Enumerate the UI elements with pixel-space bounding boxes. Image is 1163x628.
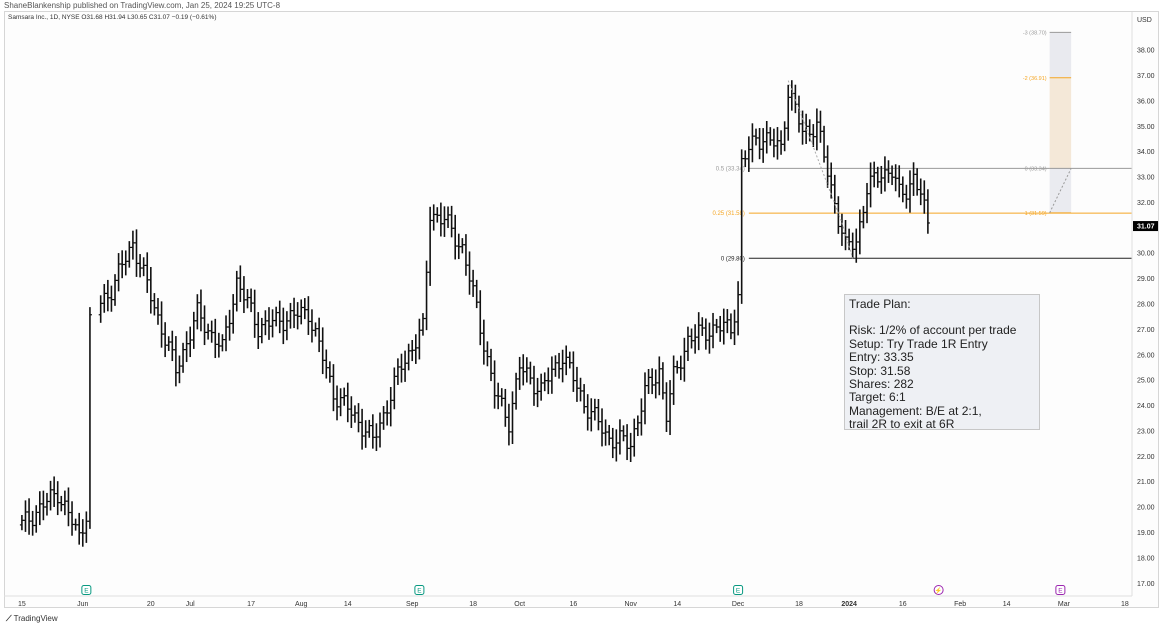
time-tick-label: 16: [899, 601, 907, 608]
earnings-marker-glyph: E: [84, 588, 89, 595]
projection-zone-upper: [1049, 32, 1072, 78]
price-tick-label: 17.00: [1137, 581, 1155, 588]
projection-level-label: 0 (33.34): [1025, 166, 1047, 172]
trade-projection-layer: -3 (38.70) -2 (36.91) 0 (33.34) 1 (31.59): [1023, 30, 1072, 217]
time-tick-label: 16: [569, 601, 577, 608]
price-tick-label: 33.00: [1137, 175, 1155, 182]
fib-level-label: 0 (29.80): [721, 256, 745, 262]
time-tick-label: Jun: [77, 601, 88, 608]
earnings-marker-glyph: E: [417, 588, 422, 595]
ticker-info: Samsara Inc., 1D, NYSE O31.68 H31.94 L30…: [8, 14, 217, 21]
time-tick-label: 14: [673, 601, 681, 608]
event-markers: E E E ⚡ E: [81, 585, 1066, 595]
projection-level-label: -3 (38.70): [1023, 30, 1047, 36]
price-tick-label: 37.00: [1137, 73, 1155, 80]
trade-plan-line: Stop: 31.58: [849, 363, 911, 378]
time-axis: 15 Jun 20 Jul 17 Aug 14 Sep 18 Oct 16 Nov 14 Dec 18 202…: [4, 595, 1132, 608]
projection-diagonal: [1049, 168, 1072, 214]
time-tick-label: 17: [247, 601, 255, 608]
price-tick-label: 18.00: [1137, 555, 1155, 562]
time-tick-label: Oct: [514, 601, 525, 608]
time-tick-label: Feb: [954, 601, 966, 608]
time-tick-label: Aug: [295, 601, 308, 608]
price-tick-label: 29.00: [1137, 276, 1155, 283]
tradingview-brand-text: TradingView: [13, 614, 58, 623]
time-tick-label: 2024: [841, 601, 857, 608]
price-tick-label: 23.00: [1137, 428, 1155, 435]
price-tick-label: 30.00: [1137, 251, 1155, 258]
price-axis: USD 17.00 18.00 19.00 20.00 21.00 22.00 23.00 24…: [1131, 12, 1158, 596]
price-tick-label: 21.00: [1137, 479, 1155, 486]
time-tick-label: 14: [1003, 601, 1011, 608]
time-tick-label: Jul: [186, 601, 195, 608]
trade-plan-line: Shares: 282: [849, 377, 914, 392]
fib-level-label: 0.5 (33.34): [716, 166, 745, 172]
price-tick-label: 24.00: [1137, 403, 1155, 410]
earnings-marker-glyph: E: [736, 588, 741, 595]
price-tick-label: 36.00: [1137, 98, 1155, 105]
price-tick-label: 25.00: [1137, 378, 1155, 385]
trade-plan-line: Entry: 33.35: [849, 350, 914, 365]
earnings-marker-icon: [1055, 585, 1066, 595]
time-tick-label: 18: [1121, 601, 1129, 608]
time-tick-label: Nov: [624, 601, 637, 608]
price-tick-label: 35.00: [1137, 124, 1155, 131]
trade-plan-note[interactable]: Trade Plan: Risk: 1/2% of account per tr…: [844, 294, 1040, 432]
earnings-marker-glyph: E: [1058, 588, 1063, 595]
price-tick-label: 19.00: [1137, 530, 1155, 537]
price-tick-label: 28.00: [1137, 302, 1155, 309]
publisher-line: ShaneBlankenship published on TradingVie…: [4, 1, 281, 10]
price-tick-label: 34.00: [1137, 149, 1155, 156]
time-tick-label: 14: [344, 601, 352, 608]
trend-drawing-line: [787, 80, 843, 223]
time-tick-label: 18: [795, 601, 803, 608]
currency-label: USD: [1137, 17, 1152, 24]
dividend-marker-glyph: ⚡: [935, 587, 942, 595]
earnings-marker-icon: [733, 585, 744, 595]
time-tick-label: 18: [469, 601, 477, 608]
price-tick-label: 32.00: [1137, 200, 1155, 207]
fib-level-label: 0.25 (31.58): [712, 211, 744, 217]
trade-plan-title: Trade Plan:: [849, 297, 911, 311]
projection-zone-target: [1049, 77, 1072, 169]
ohlc-bars-layer: [19, 80, 930, 547]
time-tick-label: Mar: [1058, 601, 1071, 608]
trade-plan-line: trail 2R to exit at 6R: [849, 417, 955, 432]
tradingview-logo[interactable]: ⟋ TradingView: [6, 614, 58, 624]
price-tick-label: 22.00: [1137, 454, 1155, 461]
price-tick-label: 27.00: [1137, 327, 1155, 334]
price-tick-label: 20.00: [1137, 505, 1155, 512]
dividend-marker-icon: [933, 585, 944, 595]
price-tick-label: 26.00: [1137, 352, 1155, 359]
projection-level-label: -2 (36.91): [1023, 76, 1047, 82]
trade-plan-line: Target: 6:1: [849, 390, 906, 405]
earnings-marker-icon: [81, 585, 92, 595]
price-tick-label: 38.00: [1137, 48, 1155, 55]
projection-level-label: 1 (31.59): [1025, 211, 1047, 217]
trend-drawing-line: [841, 222, 854, 259]
trade-plan-line: Risk: 1/2% of account per trade: [849, 323, 1017, 338]
time-tick-label: Dec: [732, 601, 745, 608]
tradingview-logo-icon: ⟋: [6, 614, 12, 623]
last-price-badge: [1133, 221, 1158, 232]
trade-plan-line: Management: B/E at 2:1,: [849, 403, 982, 418]
last-price-label: 31.07: [1137, 224, 1155, 231]
earnings-marker-icon: [414, 585, 425, 595]
time-tick-label: 20: [147, 601, 155, 608]
time-tick-label: 15: [18, 601, 26, 608]
time-tick-label: Sep: [406, 601, 419, 608]
trade-plan-line: Setup: Try Trade 1R Entry: [849, 336, 988, 351]
